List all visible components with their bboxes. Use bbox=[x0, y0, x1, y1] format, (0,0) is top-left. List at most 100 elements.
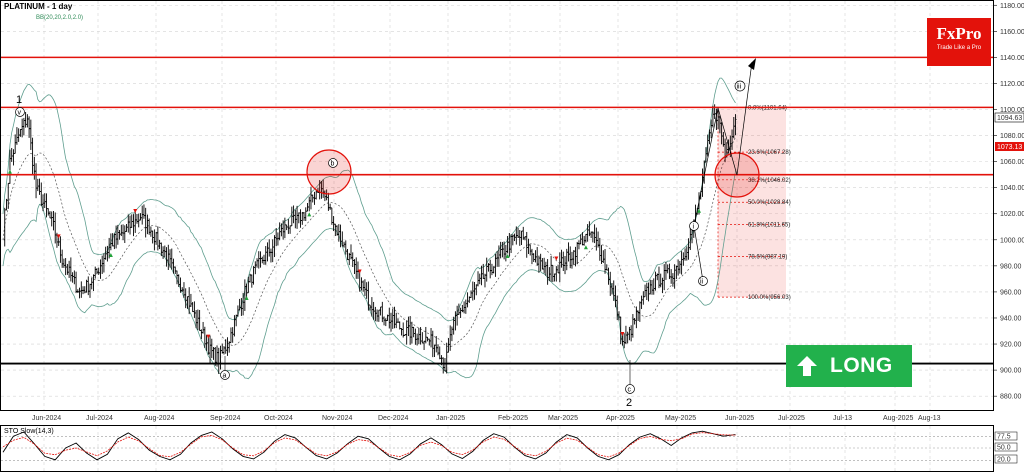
x-tick-label: Jun-2024 bbox=[32, 415, 61, 422]
buy-arrow-icon bbox=[244, 296, 249, 301]
x-tick-label: Oct-2024 bbox=[264, 415, 293, 422]
arrow-up-icon bbox=[796, 355, 818, 377]
x-tick-label: Jul-13 bbox=[833, 415, 852, 422]
x-tick-label: Apr-2025 bbox=[606, 415, 635, 422]
x-tick-label: Jul-2025 bbox=[778, 415, 805, 422]
sell-arrow-icon bbox=[554, 256, 559, 261]
wave-marker-iii: iii bbox=[734, 80, 746, 92]
stoch-d-line bbox=[2, 432, 736, 458]
fib-level-label: 38.2%(1046.02) bbox=[748, 178, 791, 184]
sell-arrow-icon bbox=[206, 334, 211, 339]
buy-arrow-icon bbox=[583, 245, 588, 250]
svg-text:a: a bbox=[223, 373, 227, 380]
wave-marker-ii: ii bbox=[698, 276, 708, 286]
y-tick-label: 880.00 bbox=[1000, 394, 1022, 401]
svg-text:50.0: 50.0 bbox=[997, 445, 1011, 452]
bb-lower bbox=[2, 171, 736, 380]
wave-marker-v: v bbox=[15, 107, 25, 117]
y-tick-label: 980.00 bbox=[1000, 263, 1022, 270]
x-tick-label: Nov-2024 bbox=[322, 415, 352, 422]
grid bbox=[1, 1, 993, 471]
svg-text:iii: iii bbox=[737, 84, 742, 91]
x-tick-label: Feb-2025 bbox=[498, 415, 528, 422]
wave-marker-c: c bbox=[625, 384, 635, 394]
price-badge-secondary: 1073.13 bbox=[995, 142, 1024, 151]
fib-level-label: 78.6%(987.19) bbox=[748, 254, 787, 260]
stochastic-oscillator bbox=[1, 430, 993, 461]
fib-level-label: 23.6%(1067.28) bbox=[748, 150, 791, 156]
price-badge-current: 1094.63 bbox=[994, 112, 1024, 123]
bb-middle bbox=[2, 136, 736, 348]
stoch-level-20: 20.0 bbox=[994, 454, 1018, 464]
buy-arrow-icon bbox=[7, 169, 12, 174]
x-tick-label: Aug-2025 bbox=[883, 415, 913, 422]
sell-arrow-icon bbox=[357, 269, 362, 274]
svg-text:1073.13: 1073.13 bbox=[997, 144, 1022, 151]
fib-level-label: 0.0%(1101.64) bbox=[748, 105, 787, 111]
x-tick-label: Jun-2025 bbox=[725, 415, 754, 422]
y-tick-label: 1060.00 bbox=[1000, 159, 1024, 166]
y-tick-label: 900.00 bbox=[1000, 368, 1022, 375]
y-tick-label: 1140.00 bbox=[1000, 55, 1024, 62]
highlight-circle-b bbox=[306, 149, 352, 195]
horizontal-levels bbox=[1, 56, 993, 365]
y-tick-label: 1000.00 bbox=[1000, 237, 1024, 244]
stoch-level-77: 77.5 bbox=[994, 431, 1018, 441]
x-tick-label: Mar-2025 bbox=[548, 415, 578, 422]
wave-marker-b: b bbox=[328, 158, 338, 168]
y-tick-label: 1160.00 bbox=[1000, 29, 1024, 36]
y-tick-label: 940.00 bbox=[1000, 315, 1022, 322]
bb-upper bbox=[2, 77, 736, 322]
svg-text:i: i bbox=[693, 224, 695, 231]
svg-text:v: v bbox=[18, 110, 22, 117]
buy-arrow-icon bbox=[697, 208, 701, 213]
svg-text:ii: ii bbox=[700, 279, 704, 286]
long-signal-badge: LONG bbox=[786, 345, 912, 387]
axes: 880.00 900.00 920.00 940.00 960.00 980.00 1000… bbox=[32, 3, 1024, 422]
wave-marker-i: i bbox=[689, 221, 699, 231]
buy-arrow-icon bbox=[505, 254, 510, 259]
fib-level-label: 61.8%(1011.65) bbox=[748, 223, 790, 229]
y-tick-label: 1040.00 bbox=[1000, 185, 1024, 192]
sell-arrow-icon bbox=[56, 234, 61, 239]
oscillator-frame bbox=[0, 425, 994, 472]
annotations bbox=[224, 58, 760, 384]
y-tick-label: 920.00 bbox=[1000, 342, 1022, 349]
sell-arrow-icon bbox=[620, 332, 625, 337]
y-tick-label: 1080.00 bbox=[1000, 133, 1024, 140]
wave-label-1: 1 bbox=[16, 94, 22, 106]
fibonacci-retracement: 0.0%(1101.64) 23.6%(1067.28) 38.2%(1046.02… bbox=[717, 105, 791, 301]
x-tick-label: Dec-2024 bbox=[378, 415, 408, 422]
stoch-k-line bbox=[2, 430, 736, 461]
wave-label-2: 2 bbox=[626, 397, 632, 409]
candles bbox=[3, 104, 737, 375]
main-plot-frame bbox=[0, 0, 994, 411]
x-tick-label: Jan-2025 bbox=[436, 415, 465, 422]
wave-count-line bbox=[693, 61, 753, 282]
y-tick-label: 1120.00 bbox=[1000, 81, 1024, 88]
svg-text:77.5: 77.5 bbox=[997, 434, 1011, 441]
forecast-arrow-icon bbox=[748, 58, 756, 70]
wave-marker-a: a bbox=[220, 370, 230, 380]
y-tick-label: 1180.00 bbox=[1000, 3, 1024, 10]
x-tick-label: Aug-13 bbox=[918, 415, 941, 422]
chart-title: PLATINUM - 1 day bbox=[4, 2, 73, 11]
buy-arrow-icon bbox=[307, 212, 312, 217]
fxpro-logo: FxPro Trade Like a Pro bbox=[927, 18, 991, 66]
svg-text:20.0: 20.0 bbox=[997, 457, 1011, 464]
x-tick-label: May-2025 bbox=[665, 415, 696, 422]
x-tick-label: Jul-2024 bbox=[86, 415, 113, 422]
y-tick-label: 1020.00 bbox=[1000, 211, 1024, 218]
stoch-level-50: 50.0 bbox=[994, 442, 1018, 452]
fib-level-label: 50.0%(1028.84) bbox=[748, 200, 791, 206]
buy-arrow-icon bbox=[108, 253, 113, 258]
x-tick-label: Sep-2024 bbox=[210, 415, 240, 422]
y-tick-label: 960.00 bbox=[1000, 289, 1022, 296]
svg-text:c: c bbox=[628, 387, 632, 394]
indicator-label: BB(20,20,2.0,2.0) bbox=[36, 15, 83, 21]
svg-text:b: b bbox=[331, 161, 335, 168]
svg-text:1094.63: 1094.63 bbox=[997, 115, 1022, 122]
fib-level-label: 100.0%(956.03) bbox=[748, 295, 791, 301]
x-tick-label: Aug-2024 bbox=[144, 415, 174, 422]
